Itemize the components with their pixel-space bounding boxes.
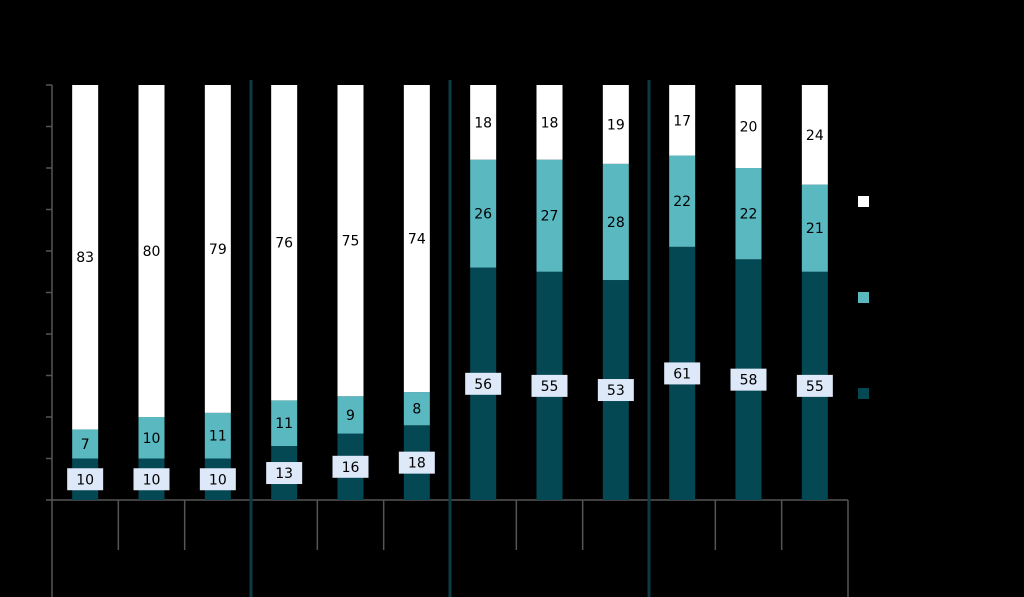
- bar-segment-middle: [602, 163, 629, 281]
- data-label: 53: [607, 383, 625, 399]
- bar-segment-middle: [138, 417, 165, 459]
- bar-segment-middle: [801, 184, 828, 272]
- bar-segment-top: [72, 85, 99, 430]
- bar-segment-top: [470, 85, 497, 160]
- bar-segment-top: [271, 85, 298, 401]
- bar-segment-top: [337, 85, 364, 397]
- data-label-box: [398, 451, 435, 474]
- data-label: 10: [209, 472, 227, 488]
- data-label: 10: [143, 472, 161, 488]
- bar-segment-top: [602, 85, 629, 164]
- bar-segment-middle: [669, 155, 696, 247]
- data-label-box: [199, 468, 236, 491]
- bar-segment-middle: [72, 429, 99, 459]
- data-label: 74: [408, 232, 426, 248]
- bar-segment-top: [735, 85, 762, 168]
- data-label: 56: [474, 377, 492, 393]
- data-labels: 10 7 83 10 10 80 10 11 79 13 11 76 16 9 75 18 8 74 56 26 18 5…: [67, 113, 833, 491]
- data-label: 58: [740, 373, 758, 389]
- data-label: 22: [740, 207, 758, 223]
- legend-marker-bottom: [858, 388, 869, 399]
- bar-segment-middle: [337, 396, 364, 434]
- legend-marker-middle: [858, 292, 869, 303]
- bar-segment-top: [138, 85, 165, 417]
- data-label: 79: [209, 242, 227, 258]
- data-label: 10: [76, 472, 94, 488]
- data-label: 11: [275, 416, 293, 432]
- data-label-box: [332, 455, 369, 478]
- data-label-box: [531, 374, 568, 397]
- data-label: 21: [806, 221, 824, 237]
- data-label: 13: [275, 466, 293, 482]
- data-label: 17: [673, 113, 691, 129]
- data-label: 61: [673, 366, 691, 382]
- data-label: 83: [76, 250, 94, 266]
- data-label: 20: [740, 120, 758, 136]
- bar-segment-top: [536, 85, 563, 160]
- data-label-box: [664, 362, 701, 385]
- data-label-box: [67, 468, 104, 491]
- data-label: 7: [81, 437, 90, 453]
- data-label: 11: [209, 429, 227, 445]
- data-label: 18: [474, 115, 492, 131]
- data-label: 24: [806, 128, 824, 144]
- data-label: 76: [275, 236, 293, 252]
- bar-segment-middle: [470, 159, 497, 268]
- data-label: 55: [806, 379, 824, 395]
- data-label-box: [597, 379, 634, 402]
- data-label: 10: [143, 431, 161, 447]
- bar-segment-top: [204, 85, 231, 413]
- data-label: 16: [342, 460, 360, 476]
- bar-segment-middle: [536, 159, 563, 272]
- data-label: 27: [541, 209, 559, 225]
- bar-segment-top: [801, 85, 828, 185]
- data-label: 80: [143, 244, 161, 260]
- data-label-box: [465, 372, 502, 395]
- data-label: 18: [541, 115, 559, 131]
- bar-segment-top: [669, 85, 696, 156]
- legend: [858, 196, 869, 399]
- bar-segment-middle: [735, 168, 762, 260]
- data-label: 8: [412, 402, 421, 418]
- data-label-box: [266, 462, 303, 485]
- data-label: 9: [346, 408, 355, 424]
- bars: [72, 85, 828, 500]
- data-label: 55: [541, 379, 559, 395]
- data-label-box: [133, 468, 170, 491]
- legend-marker-top: [858, 196, 869, 207]
- data-label: 18: [408, 456, 426, 472]
- data-label-box: [796, 374, 833, 397]
- data-label: 19: [607, 117, 625, 133]
- data-label: 28: [607, 215, 625, 231]
- bar-segment-top: [403, 85, 430, 393]
- data-label-box: [730, 368, 767, 391]
- data-label: 75: [342, 234, 360, 250]
- bar-segment-middle: [403, 392, 430, 426]
- bar-segment-middle: [271, 400, 298, 447]
- data-label: 22: [673, 194, 691, 210]
- bar-segment-middle: [204, 412, 231, 459]
- axes: [46, 80, 849, 597]
- data-label: 26: [474, 207, 492, 223]
